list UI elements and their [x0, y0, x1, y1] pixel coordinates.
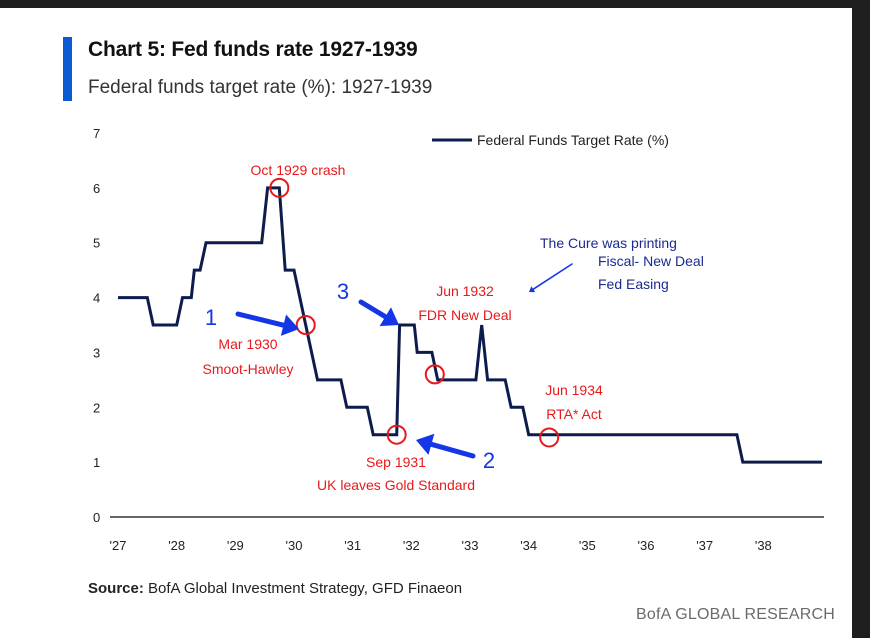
chart-axes: 0 1 2 3 4 5 6 7 '27 '28 '29 '30 '31 '32 '33 '34 '35 '36 '3…	[93, 126, 824, 553]
chart-annotations: Oct 1929 crash Mar 1930 Smoot-Hawley Sep 19…	[202, 162, 703, 493]
y-tick-label: 6	[93, 181, 100, 196]
arrow-head	[416, 433, 435, 455]
note-fiscal: Fiscal- New Deal	[598, 253, 704, 269]
chart-subtitle: Federal funds target rate (%): 1927-1939	[88, 77, 433, 98]
blue-number-1: 1	[205, 305, 217, 330]
annotation-label-rta: Jun 1934	[545, 382, 603, 398]
annotation-circle	[295, 315, 316, 335]
annotation-circle	[269, 177, 290, 198]
arrow-shaft	[428, 441, 476, 459]
arrow-1	[235, 311, 299, 336]
annotation-label-smoot: Mar 1930	[218, 336, 277, 352]
x-tick-label: '38	[755, 538, 772, 553]
arrow-shaft	[235, 311, 286, 328]
y-tick-label: 2	[93, 400, 100, 415]
arrow-head	[379, 307, 399, 327]
y-tick-label: 3	[93, 345, 100, 360]
blue-number-2: 2	[483, 448, 495, 473]
x-tick-label: '27	[110, 538, 127, 553]
arrow-head	[280, 314, 299, 336]
x-tick-label: '34	[520, 538, 537, 553]
arrow-cure	[529, 263, 573, 293]
annotation-circle	[424, 364, 445, 385]
arrow-shaft	[532, 263, 573, 291]
chart-series	[118, 186, 822, 464]
x-tick-label: '31	[344, 538, 361, 553]
legend-label: Federal Funds Target Rate (%)	[477, 132, 669, 148]
arrow-head	[529, 286, 536, 293]
annotation-label-crash: Oct 1929 crash	[251, 162, 346, 178]
annotation-label-fdr: FDR New Deal	[418, 307, 511, 323]
y-tick-label: 4	[93, 291, 100, 306]
title-accent-bar	[63, 37, 72, 101]
source-note: Source: BofA Global Investment Strategy,…	[88, 580, 462, 597]
annotation-circle	[539, 427, 560, 448]
note-easing: Fed Easing	[598, 276, 669, 292]
y-tick-label: 5	[93, 236, 100, 251]
x-tick-label: '35	[579, 538, 596, 553]
chart-legend: Federal Funds Target Rate (%)	[432, 132, 669, 148]
series-line	[118, 186, 822, 464]
y-tick-label: 0	[93, 510, 100, 525]
y-tick-label: 1	[93, 455, 100, 470]
note-cure: The Cure was printing	[540, 235, 677, 251]
annotation-circle	[386, 424, 407, 445]
source-label: Source:	[88, 580, 144, 597]
x-tick-label: '37	[696, 538, 713, 553]
x-tick-label: '30	[286, 538, 303, 553]
chart-title: Chart 5: Fed funds rate 1927-1939	[88, 38, 418, 61]
arrow-shaft	[358, 299, 388, 320]
annotation-label-rta: RTA* Act	[546, 406, 602, 422]
x-tick-label: '33	[462, 538, 479, 553]
y-tick-label: 7	[93, 126, 100, 141]
arrow-3	[358, 299, 399, 327]
top-border	[0, 0, 870, 8]
x-tick-label: '32	[403, 538, 420, 553]
arrow-2	[416, 433, 476, 459]
source-text: BofA Global Investment Strategy, GFD Fin…	[143, 580, 463, 597]
x-tick-label: '29	[227, 538, 244, 553]
annotation-label-fdr: Jun 1932	[436, 283, 494, 299]
annotation-label-gold: UK leaves Gold Standard	[317, 477, 475, 493]
right-border	[852, 0, 870, 638]
annotation-label-gold: Sep 1931	[366, 454, 426, 470]
blue-number-3: 3	[337, 279, 349, 304]
brand-label: BofA GLOBAL RESEARCH	[636, 606, 836, 623]
annotation-label-smoot: Smoot-Hawley	[202, 361, 293, 377]
x-tick-label: '36	[638, 538, 655, 553]
x-tick-label: '28	[168, 538, 185, 553]
